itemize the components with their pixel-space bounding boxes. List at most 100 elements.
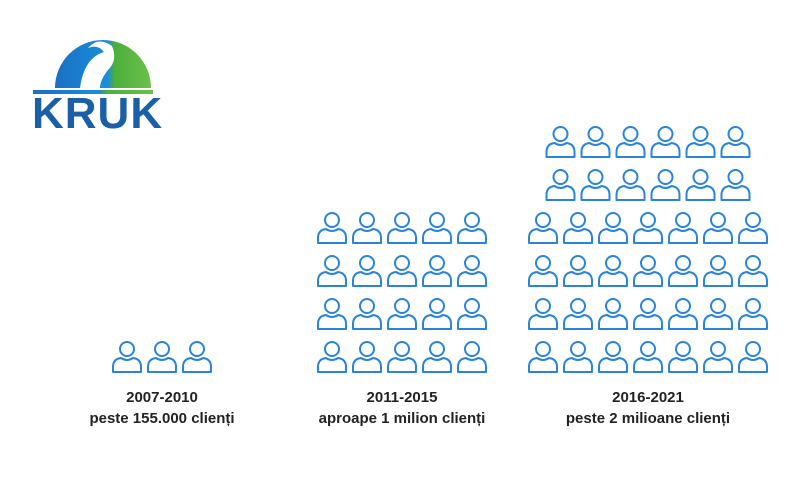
person-head xyxy=(727,169,744,185)
person-head xyxy=(324,341,340,357)
person-head xyxy=(622,169,639,185)
person-head xyxy=(429,298,445,314)
person-body xyxy=(668,357,698,373)
person-body xyxy=(685,185,716,201)
logo-bar xyxy=(33,90,153,94)
person-body xyxy=(668,228,698,244)
person-body xyxy=(387,314,417,330)
icon-row xyxy=(317,341,487,373)
person-body xyxy=(668,271,698,287)
person-body xyxy=(633,271,663,287)
person-body xyxy=(703,314,733,330)
person-body xyxy=(528,228,558,244)
person-body xyxy=(563,271,593,287)
person-head xyxy=(429,341,445,357)
icon-row xyxy=(528,298,768,330)
person-head xyxy=(429,255,445,271)
person-head xyxy=(324,255,340,271)
person-body xyxy=(738,271,768,287)
person-head xyxy=(710,212,726,228)
person-head xyxy=(359,255,375,271)
person-body xyxy=(598,357,628,373)
person-head xyxy=(640,212,656,228)
person-head xyxy=(605,255,621,271)
person-head xyxy=(394,298,410,314)
icon-row xyxy=(545,169,751,201)
person-body xyxy=(545,185,576,201)
person-body xyxy=(112,357,142,373)
icon-row xyxy=(528,341,768,373)
person-head xyxy=(675,255,691,271)
logo-text: KRUK xyxy=(32,89,163,138)
person-body xyxy=(317,357,347,373)
person-head xyxy=(359,212,375,228)
group-label: peste 155.000 clienți xyxy=(89,410,234,427)
person-body xyxy=(457,314,487,330)
person-head xyxy=(675,341,691,357)
person-body xyxy=(563,357,593,373)
icon-row xyxy=(317,212,487,244)
person-body xyxy=(650,185,681,201)
person-head xyxy=(622,126,639,142)
person-body xyxy=(615,185,646,201)
icon-row xyxy=(112,341,212,373)
logo: KRUK xyxy=(32,40,163,138)
group-label: peste 2 milioane clienți xyxy=(566,410,730,427)
person-body xyxy=(580,185,611,201)
person-head xyxy=(587,126,604,142)
person-head xyxy=(570,341,586,357)
person-head xyxy=(657,169,674,185)
person-body xyxy=(545,142,576,158)
person-body xyxy=(633,357,663,373)
person-body xyxy=(457,357,487,373)
person-body xyxy=(738,314,768,330)
person-body xyxy=(633,228,663,244)
person-body xyxy=(182,357,212,373)
person-head xyxy=(464,255,480,271)
person-body xyxy=(387,228,417,244)
person-head xyxy=(394,255,410,271)
person-body xyxy=(738,357,768,373)
person-head xyxy=(429,212,445,228)
icon-row xyxy=(528,212,768,244)
person-head xyxy=(605,212,621,228)
person-head xyxy=(570,255,586,271)
person-head xyxy=(552,126,569,142)
person-head xyxy=(640,341,656,357)
person-head xyxy=(710,341,726,357)
person-body xyxy=(352,271,382,287)
person-head xyxy=(675,212,691,228)
person-head xyxy=(745,298,761,314)
person-head xyxy=(394,212,410,228)
icon-row xyxy=(545,126,751,158)
person-body xyxy=(352,314,382,330)
person-body xyxy=(352,357,382,373)
person-head xyxy=(710,298,726,314)
person-head xyxy=(154,341,170,357)
person-body xyxy=(633,314,663,330)
person-head xyxy=(535,212,551,228)
person-head xyxy=(535,341,551,357)
group-label: aproape 1 milion clienți xyxy=(319,410,486,427)
person-body xyxy=(720,142,751,158)
person-head xyxy=(464,298,480,314)
person-head xyxy=(640,255,656,271)
person-head xyxy=(464,212,480,228)
person-body xyxy=(650,142,681,158)
person-head xyxy=(692,169,709,185)
person-head xyxy=(657,126,674,142)
person-head xyxy=(605,341,621,357)
person-body xyxy=(580,142,611,158)
person-head xyxy=(189,341,205,357)
person-head xyxy=(692,126,709,142)
icon-row xyxy=(317,255,487,287)
person-head xyxy=(570,212,586,228)
person-body xyxy=(598,271,628,287)
person-head xyxy=(587,169,604,185)
person-body xyxy=(387,271,417,287)
person-head xyxy=(745,341,761,357)
person-body xyxy=(563,228,593,244)
person-body xyxy=(422,271,452,287)
person-head xyxy=(394,341,410,357)
